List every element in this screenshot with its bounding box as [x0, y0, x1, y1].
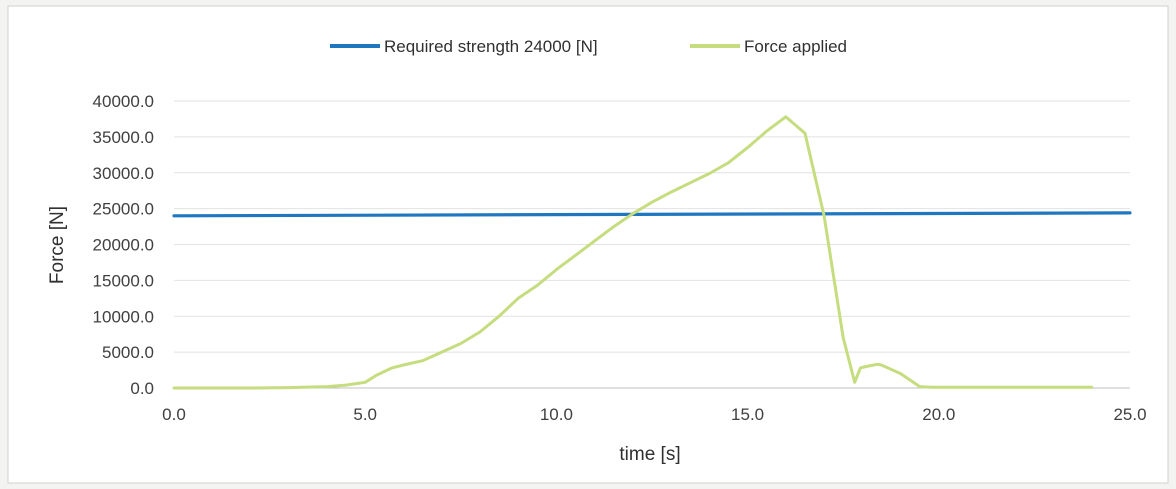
gridlines	[174, 100, 1130, 389]
legend-label-force-applied: Force applied	[744, 37, 847, 56]
x-tick-label: 5.0	[353, 405, 377, 424]
y-tick-label: 25000.0	[93, 200, 154, 219]
y-tick-label: 5000.0	[102, 343, 154, 362]
x-tick-label: 0.0	[162, 405, 186, 424]
legend: Required strength 24000 [N] Force applie…	[330, 37, 847, 56]
y-axis-ticks: 0.0 5000.0 10000.0 15000.0 20000.0 25000.0 300…	[93, 92, 154, 398]
series-force-applied-line	[172, 115, 1094, 390]
x-axis-title: time [s]	[619, 444, 680, 465]
series-required-strength-line	[172, 211, 1132, 218]
series-layer	[172, 115, 1132, 390]
y-tick-label: 20000.0	[93, 236, 154, 255]
x-tick-label: 25.0	[1113, 405, 1146, 424]
y-tick-label: 40000.0	[93, 92, 154, 111]
legend-label-required-strength: Required strength 24000 [N]	[384, 37, 598, 56]
x-tick-label: 15.0	[731, 405, 764, 424]
y-tick-label: 15000.0	[93, 271, 154, 290]
y-tick-label: 30000.0	[93, 164, 154, 183]
y-tick-label: 10000.0	[93, 307, 154, 326]
y-axis-title: Force [N]	[47, 206, 68, 284]
x-axis-ticks: 0.0 5.0 10.0 15.0 20.0 25.0	[162, 405, 1146, 424]
x-tick-label: 20.0	[922, 405, 955, 424]
x-tick-label: 10.0	[540, 405, 573, 424]
y-tick-label: 35000.0	[93, 128, 154, 147]
y-tick-label: 0.0	[130, 379, 154, 398]
